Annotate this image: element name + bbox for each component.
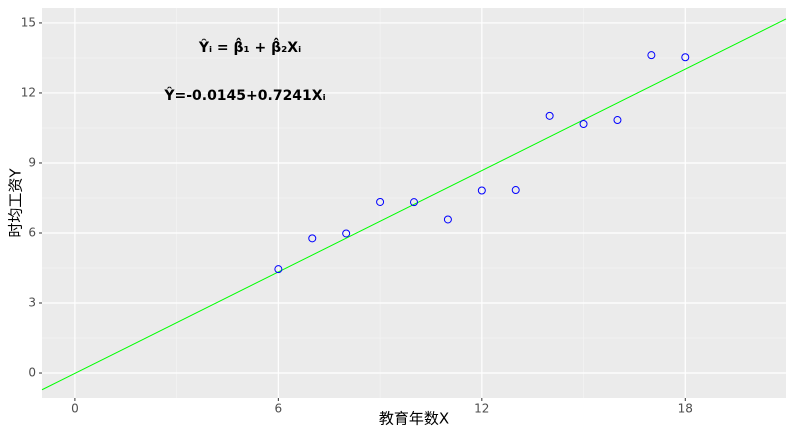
point [579, 119, 588, 128]
x-tick-label: 0 [71, 402, 79, 416]
y-tick-label: 12 [21, 85, 36, 99]
point [410, 198, 418, 207]
point [545, 111, 554, 120]
point [274, 265, 283, 274]
point [613, 116, 622, 125]
point [681, 53, 690, 62]
x-axis-title: 教育年数X [379, 410, 449, 428]
point [342, 229, 351, 238]
point [443, 215, 452, 224]
point [376, 197, 385, 206]
point [511, 186, 520, 195]
point [308, 234, 317, 243]
point [647, 51, 656, 60]
panel [42, 8, 786, 398]
y-tick-label: 9 [28, 155, 36, 169]
annotation: Ŷ=-0.0145+0.7241Xᵢ [163, 86, 325, 104]
y-tick-label: 15 [21, 15, 36, 29]
x-tick-label: 6 [275, 402, 283, 416]
point [477, 186, 486, 195]
fit-line [41, 18, 787, 391]
x-tick-label: 18 [678, 402, 693, 416]
y-tick-label: 3 [28, 296, 36, 310]
annotation: Ŷᵢ = β̂₁ + β̂₂Xᵢ [198, 37, 301, 56]
y-tick-label: 6 [28, 225, 36, 239]
y-tick-label: 0 [28, 366, 36, 380]
x-tick-label: 12 [474, 402, 489, 416]
y-axis-title: 时均工资Y [7, 168, 25, 238]
